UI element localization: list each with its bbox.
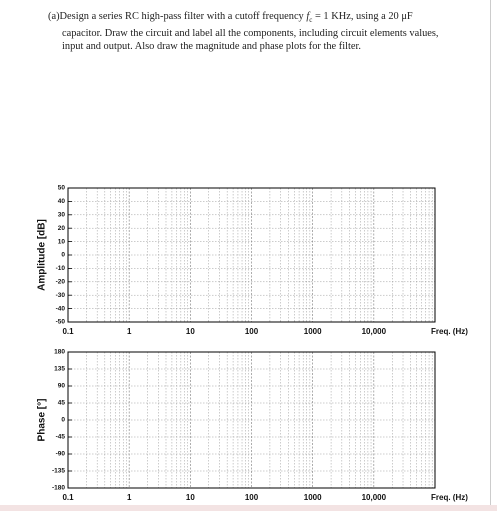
x-tick-label: 100 [245,327,259,336]
y-tick-label: 90 [58,383,66,390]
x-tick-label: 10,000 [362,327,387,336]
x-tick-label: 0.1 [62,327,74,336]
question-label: (a) [48,11,60,22]
y-axis-label: Phase [°] [37,399,48,442]
y-tick-label: -20 [56,279,66,286]
question-text: input and output. Also draw the magnitud… [62,41,361,53]
edge [490,0,491,505]
y-tick-label: 0 [61,252,65,259]
subscript: c [309,16,313,25]
y-tick-label: -50 [56,319,66,326]
x-tick-label: 1000 [304,327,322,336]
x-tick-label: 10,000 [362,493,387,502]
question-text: = 1 KHz, using a 20 μF [312,11,413,22]
y-tick-label: 20 [58,225,66,232]
x-axis-label: Freq. (Hz) [431,327,468,336]
y-tick-label: -45 [56,434,66,441]
y-tick-label: 40 [58,198,66,205]
y-tick-label: 0 [61,417,65,424]
y-tick-label: 135 [54,366,65,373]
x-tick-label: 10 [186,327,195,336]
x-tick-label: 1 [127,493,132,502]
question-text: Design a series RC high-pass filter with… [59,11,307,22]
y-tick-label: -135 [52,468,65,475]
footer-strip [0,505,497,511]
y-tick-label: 45 [58,400,66,407]
y-tick-label: 180 [54,349,65,356]
x-tick-label: 1 [127,327,132,336]
x-tick-label: 100 [245,493,259,502]
symbol: f [306,11,310,22]
y-tick-label: -10 [56,265,66,272]
x-axis-label: Freq. (Hz) [431,493,468,502]
y-axis-label: Amplitude [dB] [37,219,48,291]
plot-frame [67,351,436,489]
question-text: capacitor. Draw the circuit and label al… [62,28,439,40]
y-tick-label: -40 [56,305,66,312]
x-tick-label: 10 [186,493,195,502]
x-tick-label: 0.1 [62,493,74,502]
y-tick-label: -90 [56,451,66,458]
y-tick-label: 10 [58,238,66,245]
x-tick-label: 1000 [304,493,322,502]
y-tick-label: -30 [56,292,66,299]
y-tick-label: -180 [52,485,65,492]
y-tick-label: 50 [58,185,66,192]
y-tick-label: 30 [58,212,66,219]
question: (a)Design a series RC high-pass filter w… [48,10,478,53]
plot-frame [67,187,436,323]
